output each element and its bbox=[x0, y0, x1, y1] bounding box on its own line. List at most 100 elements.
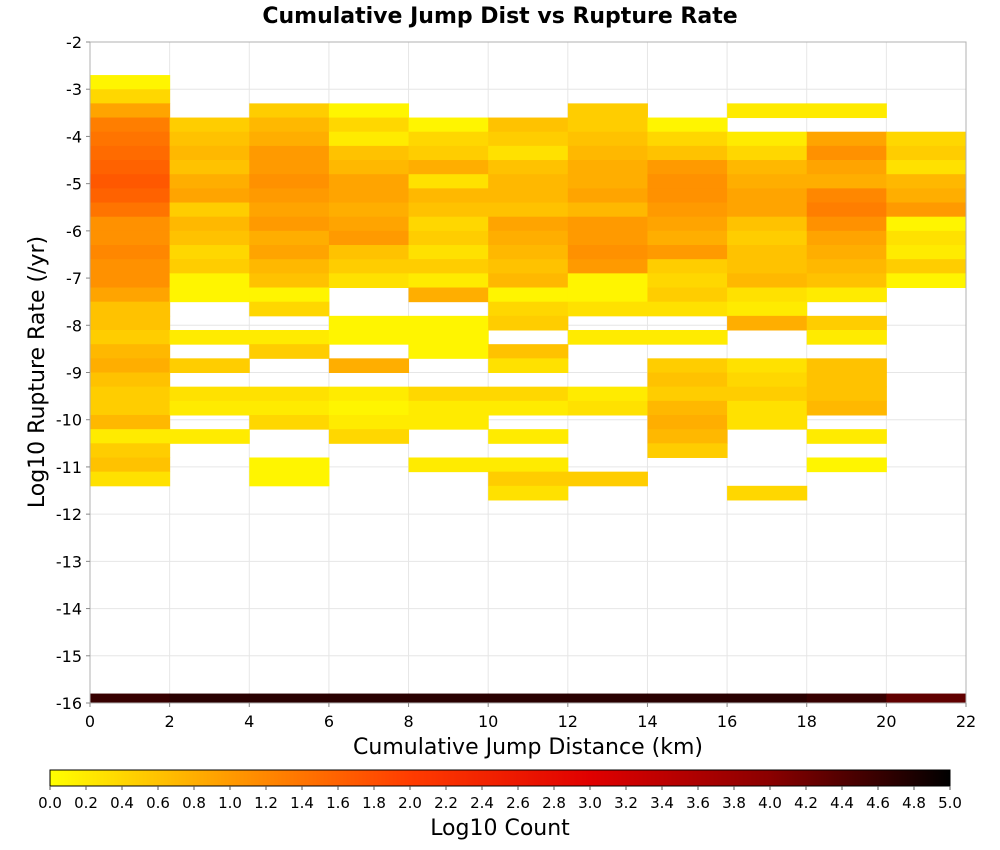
heatmap-cell bbox=[488, 188, 569, 204]
heatmap-cell bbox=[727, 174, 808, 189]
heatmap-cell bbox=[647, 358, 728, 373]
heatmap-cell bbox=[727, 287, 808, 303]
heatmap-cell bbox=[647, 145, 728, 161]
heatmap-cell bbox=[727, 372, 808, 388]
heatmap-cell bbox=[408, 145, 489, 161]
heatmap-cell bbox=[727, 230, 808, 246]
heatmap-cell bbox=[567, 471, 648, 487]
colorbar bbox=[49, 769, 951, 787]
heatmap-cell bbox=[647, 400, 728, 416]
heatmap-cell bbox=[727, 485, 808, 501]
y-tick-label: -13 bbox=[56, 552, 82, 571]
heatmap-cell bbox=[408, 202, 489, 218]
chart-title: Cumulative Jump Dist vs Rupture Rate bbox=[262, 4, 737, 29]
heatmap-cell bbox=[488, 471, 569, 487]
colorbar-tick-label: 0.0 bbox=[38, 794, 62, 812]
heatmap-cell bbox=[90, 301, 171, 317]
heatmap-cell bbox=[488, 400, 569, 416]
heatmap-cell bbox=[806, 245, 887, 260]
heatmap-cell bbox=[727, 414, 808, 430]
colorbar-tick-label: 2.6 bbox=[506, 794, 530, 812]
heatmap-cell bbox=[90, 160, 171, 175]
heatmap-cell bbox=[647, 372, 728, 388]
colorbar-tick-label: 2.8 bbox=[542, 794, 566, 812]
colorbar-tick-label: 3.4 bbox=[650, 794, 674, 812]
y-tick-label: -8 bbox=[66, 316, 82, 335]
heatmap-cell bbox=[567, 174, 648, 189]
x-axis-label: Cumulative Jump Distance (km) bbox=[353, 735, 703, 760]
heatmap-cell bbox=[90, 443, 171, 458]
heatmap-cell-bottom bbox=[488, 693, 569, 703]
heatmap-cell bbox=[408, 315, 489, 331]
heatmap-cell bbox=[567, 259, 648, 274]
heatmap-cell bbox=[647, 330, 728, 345]
heatmap-cell bbox=[169, 429, 250, 444]
heatmap-cell bbox=[328, 117, 410, 133]
heatmap-cell bbox=[90, 202, 171, 218]
heatmap-cell bbox=[806, 202, 887, 218]
heatmap-cell bbox=[567, 145, 648, 161]
heatmap-cell bbox=[249, 174, 330, 189]
heatmap-cell bbox=[806, 273, 887, 289]
y-tick-label: -10 bbox=[56, 411, 82, 430]
heatmap-cell bbox=[886, 202, 966, 218]
heatmap-cell bbox=[90, 75, 171, 90]
heatmap-cell bbox=[328, 273, 410, 289]
heatmap-cell bbox=[90, 287, 171, 303]
heatmap-cell bbox=[169, 330, 250, 345]
heatmap-cell bbox=[249, 287, 330, 303]
heatmap-cell bbox=[567, 103, 648, 119]
colorbar-tick-label: 1.2 bbox=[254, 794, 278, 812]
heatmap-cell bbox=[806, 400, 887, 416]
heatmap-cell bbox=[90, 358, 171, 373]
heatmap-cell bbox=[328, 216, 410, 232]
heatmap-cell bbox=[90, 216, 171, 232]
heatmap-cell bbox=[408, 259, 489, 274]
heatmap-cells bbox=[90, 75, 966, 703]
heatmap-cell bbox=[169, 259, 250, 274]
heatmap-cell bbox=[249, 457, 330, 473]
heatmap-cell bbox=[727, 131, 808, 147]
heatmap-cell bbox=[169, 273, 250, 289]
colorbar-tick-label: 0.8 bbox=[182, 794, 206, 812]
heatmap-cell bbox=[727, 386, 808, 402]
heatmap-cell bbox=[488, 174, 569, 189]
heatmap-cell bbox=[90, 188, 171, 204]
heatmap-cell bbox=[567, 273, 648, 289]
heatmap-cell bbox=[488, 358, 569, 373]
x-tick-label: 0 bbox=[85, 712, 95, 731]
heatmap-cell bbox=[806, 386, 887, 402]
heatmap-cell bbox=[488, 429, 569, 444]
heatmap-cell bbox=[328, 259, 410, 274]
heatmap-cell bbox=[249, 330, 330, 345]
heatmap-cell bbox=[806, 174, 887, 189]
heatmap-cell bbox=[806, 259, 887, 274]
heatmap-cell bbox=[408, 330, 489, 345]
heatmap-cell bbox=[328, 414, 410, 430]
x-axis-ticks: 0 2 4 6 8 10 12 14 16 18 20 22 bbox=[85, 703, 976, 731]
x-tick-label: 12 bbox=[558, 712, 578, 731]
heatmap-cell-bottom bbox=[328, 693, 410, 703]
heatmap-cell bbox=[249, 216, 330, 232]
heatmap-cell bbox=[408, 117, 489, 133]
heatmap-cell bbox=[249, 344, 330, 359]
colorbar-tick-label: 4.2 bbox=[794, 794, 818, 812]
heatmap-cell bbox=[488, 202, 569, 218]
heatmap-cell bbox=[886, 230, 966, 246]
heatmap-cell-bottom bbox=[408, 693, 489, 703]
heatmap-cell-bottom bbox=[886, 693, 966, 703]
heatmap-cell bbox=[806, 131, 887, 147]
heatmap-cell bbox=[90, 400, 171, 416]
y-tick-label: -3 bbox=[66, 80, 82, 99]
heatmap-cell bbox=[488, 344, 569, 359]
heatmap-cell bbox=[408, 287, 489, 303]
heatmap-cell bbox=[567, 301, 648, 317]
colorbar-tick-label: 0.4 bbox=[110, 794, 134, 812]
heatmap-cell bbox=[806, 372, 887, 388]
heatmap-cell bbox=[727, 245, 808, 260]
colorbar-tick-label: 3.8 bbox=[722, 794, 746, 812]
heatmap-cell bbox=[169, 400, 250, 416]
x-tick-label: 8 bbox=[403, 712, 413, 731]
heatmap-cell bbox=[567, 287, 648, 303]
heatmap-cell bbox=[90, 174, 171, 189]
